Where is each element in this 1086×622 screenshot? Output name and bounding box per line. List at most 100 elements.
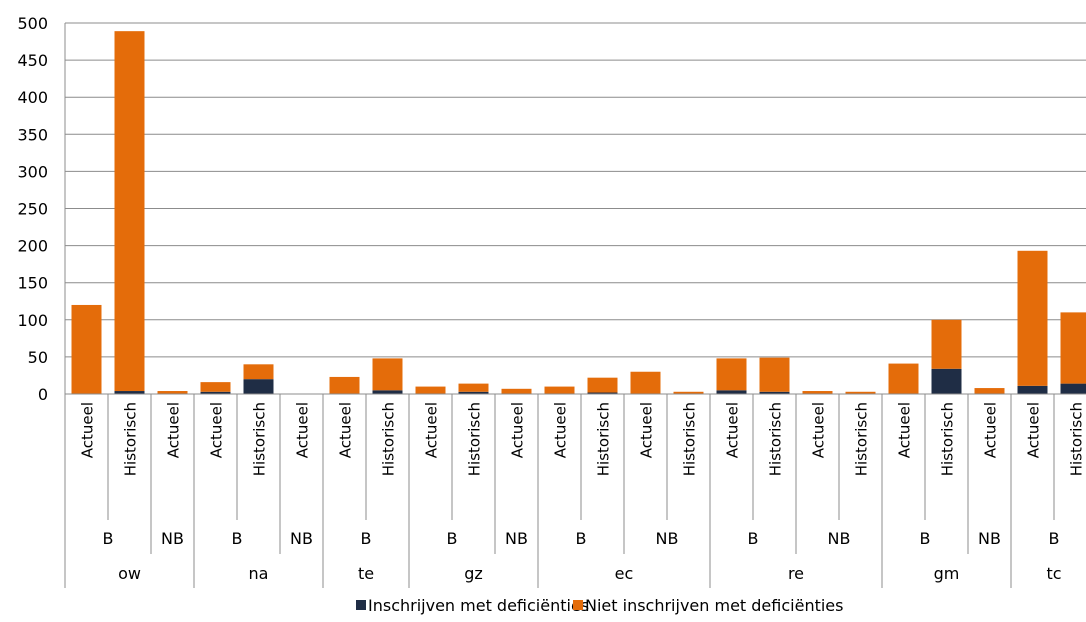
x-group-label: gm: [934, 564, 960, 583]
x-category-label: Historisch: [251, 402, 269, 476]
bar-segment-inschrijven: [716, 390, 747, 394]
y-tick-label: 350: [17, 125, 48, 144]
x-group-label: gz: [464, 564, 483, 583]
x-category-label: Actueel: [208, 402, 226, 458]
x-status-label: B: [361, 529, 372, 548]
x-category-label: Actueel: [337, 402, 355, 458]
y-axis-ticks: 0 50 100 150 200 250 300 350 400 450 500: [17, 14, 48, 404]
x-category-label: Historisch: [1068, 402, 1086, 476]
bar-segment-niet-inschrijven: [716, 358, 747, 391]
bar-segment-niet-inschrijven: [1060, 312, 1086, 384]
axes: [64, 23, 1086, 395]
x-category-label: Historisch: [767, 402, 785, 476]
bar-segment-niet-inschrijven: [931, 319, 962, 369]
y-tick-label: 200: [17, 237, 48, 256]
x-status-label: B: [576, 529, 587, 548]
bar-segment-niet-inschrijven: [974, 388, 1005, 394]
x-status-label: NB: [161, 529, 184, 548]
legend-label-niet-inschrijven: Niet inschrijven met deficiënties: [585, 596, 843, 615]
y-tick-label: 450: [17, 51, 48, 70]
x-group-label: ow: [118, 564, 141, 583]
x-status-label: NB: [978, 529, 1001, 548]
y-tick-label: 100: [17, 311, 48, 330]
x-category-label: Actueel: [423, 402, 441, 458]
y-tick-label: 150: [17, 274, 48, 293]
gridlines: [65, 22, 1086, 358]
x-status-label: NB: [505, 529, 528, 548]
x-category-label: Historisch: [122, 402, 140, 476]
bar-segment-niet-inschrijven: [157, 391, 188, 394]
x-category-label: Actueel: [509, 402, 527, 458]
x-category-label: Actueel: [294, 402, 312, 458]
bar-segment-niet-inschrijven: [501, 388, 532, 394]
bar-segment-inschrijven: [114, 391, 145, 394]
x-group-label: re: [788, 564, 804, 583]
x-category-label: Actueel: [165, 402, 183, 458]
x-category-label: Actueel: [724, 402, 742, 458]
bar-segment-niet-inschrijven: [759, 357, 790, 392]
bar-segment-niet-inschrijven: [372, 358, 403, 391]
x-status-label: B: [920, 529, 931, 548]
x-status-label: B: [1049, 529, 1060, 548]
x-category-label: Historisch: [853, 402, 871, 476]
bar-segment-inschrijven: [931, 368, 962, 394]
x-category-label: Actueel: [552, 402, 570, 458]
bar-segment-inschrijven: [372, 390, 403, 394]
x-status-label: NB: [290, 529, 313, 548]
y-tick-label: 50: [28, 348, 48, 367]
bar-segment-inschrijven: [200, 391, 231, 394]
legend-swatch-niet-inschrijven: [573, 600, 583, 610]
x-category-label: Actueel: [810, 402, 828, 458]
legend-label-inschrijven: Inschrijven met deficiënties: [368, 596, 589, 615]
x-group-label: tc: [1046, 564, 1061, 583]
x-status-label: NB: [828, 529, 851, 548]
legend: Inschrijven met deficiënties Niet inschr…: [356, 596, 843, 615]
y-tick-label: 250: [17, 200, 48, 219]
x-category-label: Actueel: [896, 402, 914, 458]
x-category-label: Historisch: [466, 402, 484, 476]
bar-segment-niet-inschrijven: [1017, 250, 1048, 386]
bar-segment-inschrijven: [1060, 383, 1086, 394]
bar-segment-inschrijven: [587, 392, 618, 394]
bars: [71, 31, 1086, 394]
x-category-label: Actueel: [79, 402, 97, 458]
y-tick-label: 500: [17, 14, 48, 33]
bar-segment-niet-inschrijven: [802, 391, 833, 394]
bar-segment-niet-inschrijven: [458, 383, 489, 392]
legend-swatch-inschrijven: [356, 600, 366, 610]
x-status-label: B: [748, 529, 759, 548]
x-status-label: B: [232, 529, 243, 548]
bar-segment-niet-inschrijven: [114, 31, 145, 392]
x-status-label: B: [103, 529, 114, 548]
x-category-label: Historisch: [681, 402, 699, 476]
x-axis-labels: Actueel Historisch Actueel Actueel Historisc…: [64, 394, 1086, 588]
y-tick-label: 300: [17, 162, 48, 181]
bar-segment-niet-inschrijven: [329, 376, 360, 394]
bar-segment-niet-inschrijven: [415, 386, 446, 394]
bar-segment-niet-inschrijven: [243, 364, 274, 380]
bar-segment-inschrijven: [243, 379, 274, 394]
x-group-label: ec: [615, 564, 634, 583]
bar-segment-niet-inschrijven: [71, 304, 102, 394]
x-status-label: B: [447, 529, 458, 548]
bar-segment-inschrijven: [1017, 385, 1048, 394]
x-category-label: Historisch: [939, 402, 957, 476]
y-tick-label: 400: [17, 88, 48, 107]
bar-segment-niet-inschrijven: [630, 371, 661, 394]
x-group-label: te: [358, 564, 374, 583]
bar-segment-niet-inschrijven: [544, 386, 575, 394]
y-tick-label: 0: [38, 385, 48, 404]
x-category-label: Actueel: [638, 402, 656, 458]
x-category-label: Actueel: [1025, 402, 1043, 458]
bar-segment-niet-inschrijven: [845, 391, 876, 394]
x-status-label: NB: [656, 529, 679, 548]
bar-segment-niet-inschrijven: [673, 391, 704, 394]
x-group-label: na: [249, 564, 269, 583]
x-category-label: Historisch: [380, 402, 398, 476]
bar-segment-inschrijven: [458, 391, 489, 394]
bar-segment-niet-inschrijven: [587, 377, 618, 393]
x-category-label: Historisch: [595, 402, 613, 476]
bar-segment-inschrijven: [759, 391, 790, 394]
x-category-label: Actueel: [982, 402, 1000, 458]
